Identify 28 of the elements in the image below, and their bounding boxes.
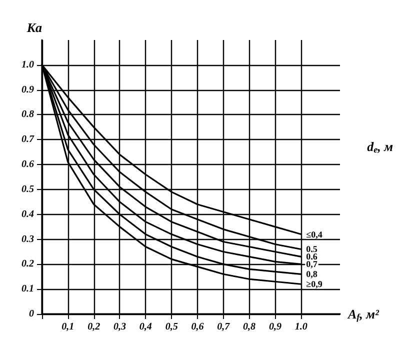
y-axis-title: Ka xyxy=(26,20,42,35)
x-tick-label: 0,2 xyxy=(88,322,100,332)
y-tick-label: 0.6 xyxy=(22,159,34,170)
y-tick-label: 1.0 xyxy=(22,59,34,70)
x-tick-label: 0,8 xyxy=(243,322,256,332)
series-label: 0,7 xyxy=(306,259,318,270)
x-tick-label: 0,1 xyxy=(62,322,74,332)
series-label: ≤0,4 xyxy=(306,229,323,240)
series-label: 0,8 xyxy=(306,269,318,280)
x-tick-label: 1.0 xyxy=(294,322,308,332)
y-tick-label: 0.5 xyxy=(22,184,34,195)
y-tick-label: 0 xyxy=(29,308,34,320)
series-label: 0,5 xyxy=(306,244,318,254)
x-tick-label: 0,3 xyxy=(113,322,126,332)
series-label: ≥0,9 xyxy=(306,279,323,290)
x-tick-label: 0,9 xyxy=(268,322,282,332)
series-label: 0,6 xyxy=(306,252,318,262)
x-tick-label: 0,6 xyxy=(191,322,204,332)
y-tick-label: 0.8 xyxy=(22,109,34,120)
y-tick-label: 0.4 xyxy=(22,208,34,220)
x-tick-label: 0,4 xyxy=(139,322,152,332)
y-tick-label: 0.2 xyxy=(22,258,34,270)
y-tick-label: 0.7 xyxy=(22,134,35,146)
x-tick-label: 0,5 xyxy=(165,322,178,332)
y-tick-label: 0.3 xyxy=(22,234,34,245)
y-tick-label: 0.9 xyxy=(22,84,34,96)
x-tick-label: 0,7 xyxy=(217,322,231,332)
y-tick-label: 0.1 xyxy=(22,284,34,295)
